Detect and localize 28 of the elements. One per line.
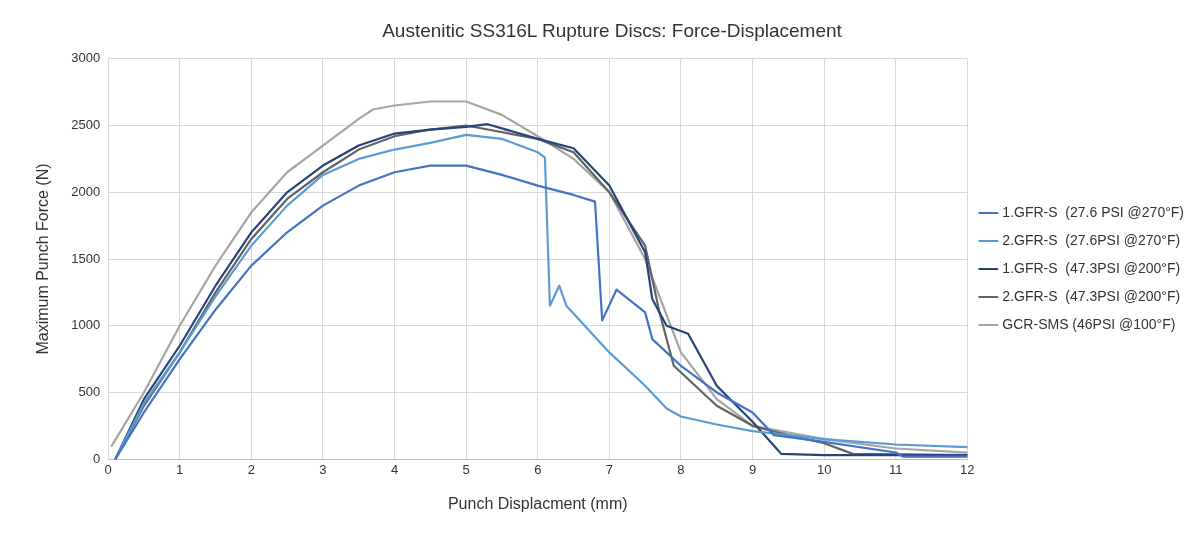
legend-label: GCR-SMS (46PSI @100°F): [1002, 315, 1176, 332]
y-tick-label: 2000: [71, 183, 101, 199]
x-tick-label: 9: [748, 461, 757, 477]
x-tick-label: 8: [677, 461, 685, 477]
x-tick-label: 7: [605, 461, 613, 477]
legend-label: 1.GFR-S (27.6 PSI @270°F): [1002, 203, 1185, 220]
x-tick-label: 5: [462, 461, 470, 477]
legend-label: 2.GFR-S (27.6PSI @270°F): [1002, 231, 1181, 248]
x-axis-title: Punch Displacment (mm): [447, 494, 628, 512]
x-tick-label: 10: [816, 461, 832, 477]
x-tick-label: 1: [176, 461, 184, 477]
y-axis-title: Maximum Punch Force (N): [34, 163, 52, 355]
x-tick-label: 2: [247, 461, 255, 477]
y-tick-label: 3000: [71, 50, 101, 66]
x-tick-label: 12: [960, 461, 975, 477]
chart-title: Austenitic SS316L Rupture Discs: Force-Displacement: [382, 19, 843, 41]
x-tick-label: 0: [104, 461, 112, 477]
x-tick-label: 4: [390, 461, 399, 477]
y-tick-label: 2500: [71, 117, 101, 133]
legend-label: 1.GFR-S (47.3PSI @200°F): [1002, 259, 1181, 276]
y-tick-label: 1500: [71, 250, 101, 266]
x-tick-label: 11: [889, 461, 903, 477]
y-tick-label: 1000: [71, 317, 101, 333]
y-tick-label: 0: [92, 450, 101, 466]
x-tick-label: 3: [319, 461, 327, 477]
legend-label: 2.GFR-S (47.3PSI @200°F): [1002, 287, 1181, 304]
y-tick-label: 500: [78, 384, 101, 400]
x-tick-label: 6: [534, 461, 542, 477]
